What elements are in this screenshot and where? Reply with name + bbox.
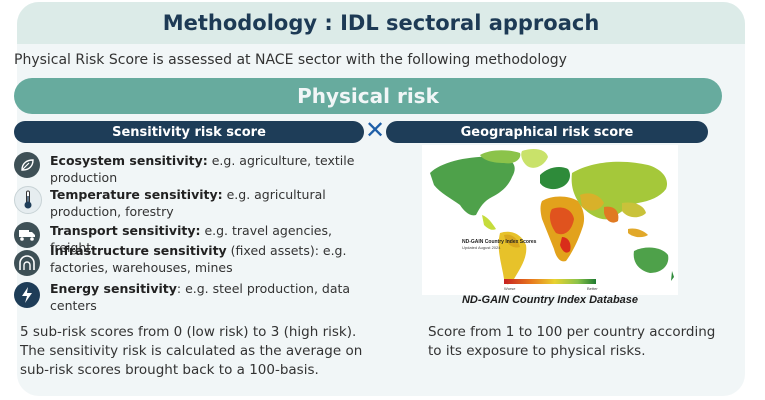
sensitivity-desc: e.g. agriculture, textile production — [50, 153, 355, 185]
sensitivity-label: Energy sensitivity — [50, 281, 177, 296]
geographical-risk-pill: Geographical risk score — [386, 121, 708, 143]
leaf-icon — [14, 152, 40, 178]
thermometer-icon — [14, 186, 42, 214]
sensitivity-desc: (fixed assets): e.g. factories, warehous… — [50, 243, 347, 275]
map-legend-subtitle: Updated August 2024 — [462, 245, 501, 250]
sensitivity-desc: : e.g. steel production, data centers — [50, 281, 351, 313]
map-legend-scale — [504, 279, 596, 284]
sensitivity-desc: e.g. agricultural production, forestry — [50, 187, 326, 219]
lightning-icon — [14, 282, 40, 308]
map-caption: ND-GAIN Country Index Database — [461, 294, 639, 306]
tunnel-icon — [14, 250, 40, 276]
sensitivity-desc: e.g. travel agencies, freight — [50, 223, 332, 255]
sensitivity-label: Transport sensitivity: — [50, 223, 201, 238]
geographical-explanation: Score from 1 to 100 per country accordin… — [428, 324, 716, 359]
sensitivity-label: Temperature sensitivity: — [50, 187, 223, 202]
sensitivity-label: Ecosystem sensitivity: — [50, 153, 208, 168]
map-legend-title: ND-GAIN Country Index Scores — [462, 239, 537, 245]
physical-risk-banner: Physical risk — [14, 78, 722, 114]
header: Methodology : IDL sectoral approach — [17, 2, 745, 44]
page-title: Methodology : IDL sectoral approach — [162, 11, 600, 35]
cross-icon: ✕ — [364, 117, 386, 144]
intro-text: Physical Risk Score is assessed at NACE … — [14, 52, 567, 68]
sensitivity-label: Infrastructure sensitivity — [50, 243, 227, 258]
sensitivity-risk-pill: Sensitivity risk score — [14, 121, 364, 143]
world-risk-map: ND-GAIN Country Index Scores Updated Aug… — [422, 145, 678, 295]
map-legend-high: Better — [587, 286, 598, 291]
sensitivity-explanation: 5 sub-risk scores from 0 (low risk) to 3… — [20, 324, 363, 378]
map-legend-low: Worse — [504, 286, 516, 291]
truck-icon — [14, 222, 40, 248]
